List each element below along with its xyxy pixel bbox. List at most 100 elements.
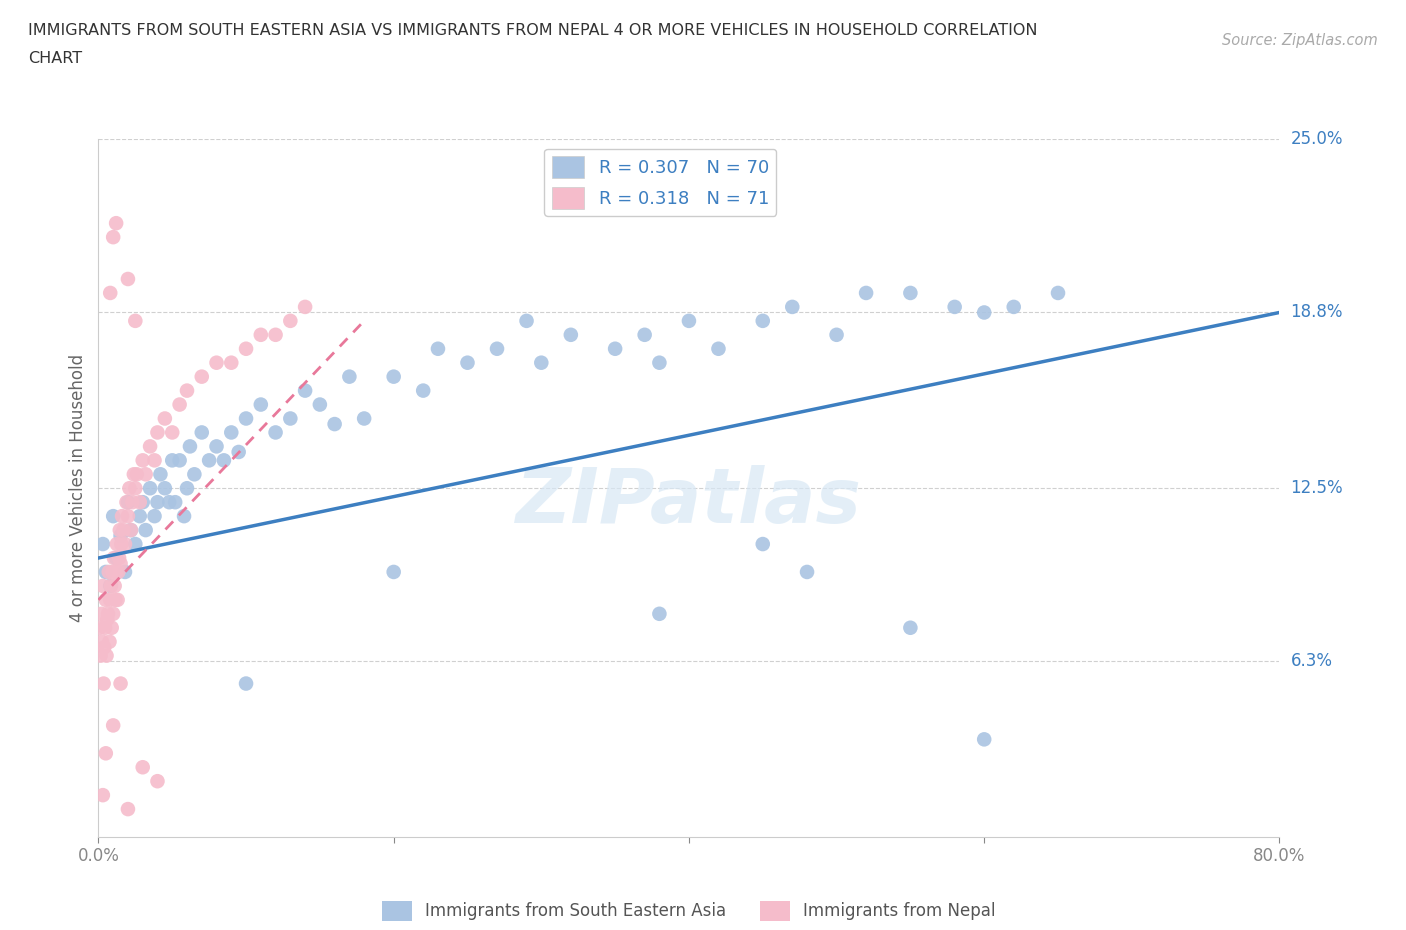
Point — [235, 411, 257, 426]
Point — [114, 565, 136, 579]
Point — [110, 528, 132, 543]
Point — [751, 313, 773, 328]
Point — [294, 383, 316, 398]
Point — [153, 481, 176, 496]
Point — [294, 299, 316, 314]
Point — [176, 481, 198, 496]
Point — [90, 606, 112, 621]
Point — [100, 620, 122, 635]
Point — [94, 592, 117, 607]
Point — [105, 565, 128, 579]
Text: ZIPatlas: ZIPatlas — [516, 465, 862, 539]
Point — [121, 495, 143, 510]
Point — [91, 634, 114, 649]
Point — [169, 453, 191, 468]
Point — [103, 230, 125, 245]
Text: 25.0%: 25.0% — [1291, 130, 1343, 149]
Point — [132, 453, 155, 468]
Point — [139, 439, 162, 454]
Point — [179, 439, 201, 454]
Point — [943, 299, 966, 314]
Point — [114, 537, 136, 551]
Point — [162, 453, 183, 468]
Point — [98, 592, 121, 607]
Point — [382, 369, 405, 384]
Point — [90, 648, 112, 663]
Point — [120, 523, 142, 538]
Point — [139, 481, 162, 496]
Legend: Immigrants from South Eastern Asia, Immigrants from Nepal: Immigrants from South Eastern Asia, Immi… — [375, 894, 1002, 928]
Point — [94, 620, 117, 635]
Point — [530, 355, 553, 370]
Point — [264, 327, 287, 342]
Point — [751, 537, 773, 551]
Point — [91, 578, 114, 593]
Text: IMMIGRANTS FROM SOUTH EASTERN ASIA VS IMMIGRANTS FROM NEPAL 4 OR MORE VEHICLES I: IMMIGRANTS FROM SOUTH EASTERN ASIA VS IM… — [28, 23, 1038, 38]
Point — [427, 341, 450, 356]
Point — [264, 425, 287, 440]
Point — [94, 746, 117, 761]
Point — [412, 383, 434, 398]
Point — [516, 313, 538, 328]
Point — [96, 648, 118, 663]
Point — [105, 537, 128, 551]
Point — [900, 286, 922, 300]
Point — [110, 556, 132, 571]
Point — [176, 383, 198, 398]
Point — [146, 495, 169, 510]
Point — [117, 802, 139, 817]
Point — [132, 495, 155, 510]
Point — [93, 676, 115, 691]
Point — [135, 523, 157, 538]
Point — [198, 453, 221, 468]
Point — [648, 355, 671, 370]
Point — [191, 425, 214, 440]
Point — [825, 327, 848, 342]
Point — [173, 509, 195, 524]
Point — [153, 411, 176, 426]
Point — [103, 551, 125, 565]
Point — [678, 313, 700, 328]
Point — [103, 509, 125, 524]
Point — [97, 606, 120, 621]
Point — [103, 606, 125, 621]
Point — [146, 774, 169, 789]
Point — [100, 578, 122, 593]
Point — [104, 578, 127, 593]
Y-axis label: 4 or more Vehicles in Household: 4 or more Vehicles in Household — [69, 354, 87, 622]
Point — [97, 565, 120, 579]
Point — [157, 495, 180, 510]
Point — [89, 620, 111, 635]
Point — [633, 327, 655, 342]
Point — [309, 397, 332, 412]
Point — [162, 425, 183, 440]
Point — [250, 327, 273, 342]
Point — [93, 640, 115, 655]
Point — [250, 397, 273, 412]
Point — [1046, 286, 1069, 300]
Text: Source: ZipAtlas.com: Source: ZipAtlas.com — [1222, 33, 1378, 47]
Point — [107, 565, 129, 579]
Point — [98, 634, 121, 649]
Point — [135, 467, 157, 482]
Point — [124, 313, 146, 328]
Point — [278, 411, 302, 426]
Point — [1002, 299, 1025, 314]
Point — [125, 467, 148, 482]
Point — [101, 565, 124, 579]
Point — [112, 523, 135, 538]
Point — [120, 523, 142, 538]
Point — [96, 612, 118, 627]
Point — [212, 453, 235, 468]
Point — [707, 341, 730, 356]
Point — [382, 565, 405, 579]
Point — [105, 216, 128, 231]
Point — [124, 537, 146, 551]
Point — [353, 411, 375, 426]
Point — [98, 286, 121, 300]
Point — [118, 481, 141, 496]
Point — [103, 718, 125, 733]
Point — [110, 537, 132, 551]
Point — [128, 495, 150, 510]
Point — [191, 369, 214, 384]
